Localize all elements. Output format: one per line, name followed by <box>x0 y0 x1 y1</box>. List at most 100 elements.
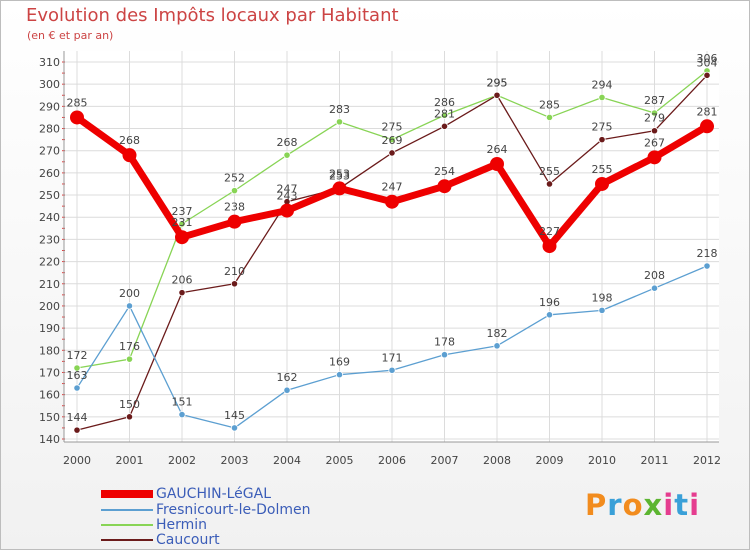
legend-label-gauchin: GAUCHIN-LéGAL <box>156 486 272 502</box>
data-label-fresnicourt-le-dolmen: 163 <box>67 369 88 382</box>
data-label-gauchin-l-gal: 255 <box>592 163 613 176</box>
y-tick-label: 200 <box>39 300 60 313</box>
data-label-hermin: 294 <box>592 78 613 91</box>
y-tick-label: 300 <box>39 78 60 91</box>
data-point-gauchin-l-gal <box>332 181 347 196</box>
data-point-gauchin-l-gal <box>122 148 137 163</box>
x-tick-label: 2001 <box>116 454 144 467</box>
data-point-hermin <box>283 151 291 159</box>
data-label-hermin: 172 <box>67 349 88 362</box>
data-point-caucourt <box>178 289 186 297</box>
y-tick-label: 170 <box>39 366 60 379</box>
data-label-fresnicourt-le-dolmen: 151 <box>172 396 193 409</box>
data-point-caucourt <box>650 127 659 135</box>
data-label-gauchin-l-gal: 281 <box>697 105 718 118</box>
y-tick-label: 290 <box>39 100 60 113</box>
data-label-caucourt: 247 <box>277 183 298 196</box>
data-label-gauchin-l-gal: 285 <box>67 96 88 109</box>
legend-item-hermin: Hermin <box>101 517 207 533</box>
data-point-hermin <box>598 93 606 102</box>
data-label-fresnicourt-le-dolmen: 208 <box>644 269 665 282</box>
data-label-hermin: 275 <box>382 121 403 134</box>
proxiti-logo: Proxiti <box>585 488 700 522</box>
x-tick-label: 2008 <box>483 454 511 467</box>
data-point-fresnicourt-le-dolmen <box>388 366 396 374</box>
data-point-hermin <box>230 187 239 195</box>
data-label-fresnicourt-le-dolmen: 171 <box>382 351 403 364</box>
data-point-fresnicourt-le-dolmen <box>703 262 711 270</box>
chart-title: Evolution des Impôts locaux par Habitant <box>26 5 399 26</box>
data-point-fresnicourt-le-dolmen <box>73 384 81 392</box>
logo-letter: o <box>622 488 644 522</box>
data-point-gauchin-l-gal <box>490 157 504 172</box>
data-label-hermin: 237 <box>172 205 193 218</box>
data-label-gauchin-l-gal: 254 <box>434 165 455 178</box>
data-point-gauchin-l-gal <box>700 119 714 134</box>
data-point-hermin <box>335 118 344 126</box>
data-point-gauchin-l-gal <box>595 176 609 191</box>
data-label-hermin: 286 <box>434 96 455 109</box>
legend-item-fresnicourt: Fresnicourt-le-Dolmen <box>101 502 311 518</box>
data-point-caucourt <box>388 149 396 157</box>
data-point-caucourt <box>125 413 134 421</box>
data-label-fresnicourt-le-dolmen: 200 <box>119 287 140 300</box>
legend-item-caucourt: Caucourt <box>101 532 220 548</box>
data-label-hermin: 283 <box>329 103 350 116</box>
y-tick-label: 160 <box>39 389 60 402</box>
data-label-fresnicourt-le-dolmen: 162 <box>277 371 298 384</box>
logo-letter: P <box>585 488 608 522</box>
data-label-fresnicourt-le-dolmen: 145 <box>224 409 245 422</box>
data-label-caucourt: 279 <box>644 112 665 125</box>
data-point-gauchin-l-gal <box>70 110 84 125</box>
data-point-gauchin-l-gal <box>280 203 294 218</box>
logo-letter: i <box>689 488 701 522</box>
data-point-fresnicourt-le-dolmen <box>125 302 134 310</box>
data-point-hermin <box>388 136 396 144</box>
legend-label-caucourt: Caucourt <box>156 532 220 548</box>
x-tick-label: 2012 <box>693 454 721 467</box>
logo-letter: r <box>607 488 623 522</box>
legend-label-fresnicourt: Fresnicourt-le-Dolmen <box>156 502 311 518</box>
data-label-hermin: 306 <box>697 52 718 65</box>
y-tick-label: 150 <box>39 411 60 424</box>
x-tick-label: 2004 <box>273 454 301 467</box>
data-point-fresnicourt-le-dolmen <box>598 306 606 314</box>
data-label-caucourt: 255 <box>539 165 560 178</box>
legend-swatch-hermin <box>101 524 153 526</box>
data-point-gauchin-l-gal <box>227 214 242 229</box>
data-point-fresnicourt-le-dolmen <box>283 386 291 394</box>
data-point-caucourt <box>703 71 711 79</box>
data-point-fresnicourt-le-dolmen <box>230 424 239 432</box>
data-label-hermin: 176 <box>119 340 140 353</box>
y-tick-label: 210 <box>39 278 60 291</box>
x-tick-label: 2002 <box>168 454 196 467</box>
data-label-fresnicourt-le-dolmen: 198 <box>592 291 613 304</box>
data-point-fresnicourt-le-dolmen <box>178 411 186 419</box>
data-label-gauchin-l-gal: 238 <box>224 201 245 214</box>
logo-letter: x <box>643 488 664 522</box>
x-tick-label: 2005 <box>326 454 354 467</box>
y-tick-label: 280 <box>39 123 60 136</box>
data-label-hermin: 252 <box>224 172 245 185</box>
y-tick-label: 220 <box>39 256 60 269</box>
legend-swatch-fresnicourt <box>101 509 153 511</box>
data-label-caucourt: 269 <box>382 134 403 147</box>
data-point-hermin <box>178 220 186 228</box>
data-point-hermin <box>545 113 554 122</box>
y-tick-label: 230 <box>39 233 60 246</box>
data-point-caucourt <box>598 136 606 144</box>
y-tick-label: 270 <box>39 145 60 158</box>
x-tick-label: 2009 <box>536 454 564 467</box>
data-point-fresnicourt-le-dolmen <box>440 351 449 359</box>
data-point-hermin <box>73 364 81 372</box>
data-label-fresnicourt-le-dolmen: 182 <box>487 327 508 340</box>
data-point-hermin <box>650 109 659 117</box>
data-label-gauchin-l-gal: 268 <box>119 134 140 147</box>
data-label-caucourt: 206 <box>172 274 193 287</box>
y-tick-label: 240 <box>39 211 60 224</box>
data-label-caucourt: 275 <box>592 121 613 134</box>
data-label-gauchin-l-gal: 227 <box>539 225 560 238</box>
logo-letter: t <box>674 488 690 522</box>
data-label-caucourt: 144 <box>67 411 88 424</box>
